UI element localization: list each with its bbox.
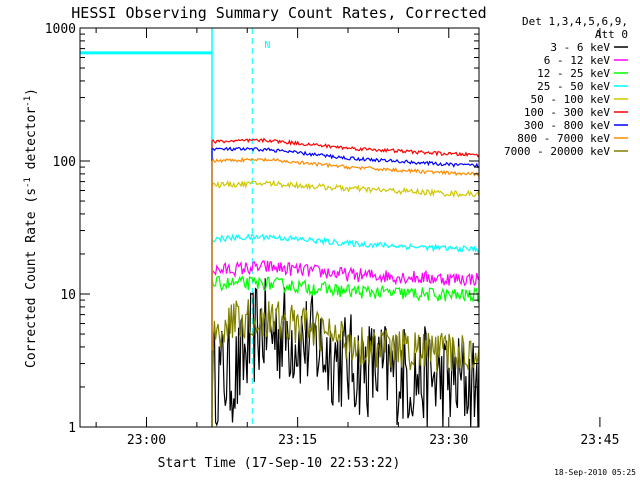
x-axis-label: Start Time (17-Sep-10 22:53:22) <box>158 456 401 471</box>
series-line <box>211 146 479 427</box>
y-tick-label: 1 <box>68 421 76 436</box>
series-line <box>211 156 479 427</box>
y-axis-label-exponent-1: -1 <box>23 177 33 188</box>
x-tick-label: 23:30 <box>429 433 468 448</box>
legend-entry-label: 6 - 12 keV <box>544 54 611 67</box>
series-line <box>211 275 479 427</box>
series-line <box>211 179 479 427</box>
legend-entry-label: 100 - 300 keV <box>524 106 610 119</box>
legend-entry-label: 12 - 25 keV <box>537 67 610 80</box>
y-axis-label-exponent-2: -1 <box>23 96 33 107</box>
series-line <box>211 260 479 427</box>
x-tick-label: 23:45 <box>580 433 619 448</box>
plot-frame <box>79 27 480 428</box>
legend-entry-label: 800 - 7000 keV <box>517 132 610 145</box>
x-tick-label: 23:15 <box>278 433 317 448</box>
y-axis-label-mid: detector <box>24 107 39 178</box>
x-tick-label: 23:00 <box>127 433 166 448</box>
timestamp: 18-Sep-2010 05:25 <box>554 468 636 477</box>
flag-label: N <box>264 40 270 51</box>
legend-entry-label: 50 - 100 keV <box>531 93 611 106</box>
y-tick-label: 1000 <box>45 22 76 37</box>
y-axis-label: Corrected Count Rate (s-1 detector-1) <box>23 88 39 368</box>
y-axis-label-main: Corrected Count Rate (s <box>24 188 39 368</box>
series-line <box>211 233 479 427</box>
legend-entry-label: 7000 - 20000 keV <box>504 145 610 158</box>
series-line <box>211 299 479 427</box>
legend-header: Det 1,3,4,5,6,9, <box>522 15 628 28</box>
chart-title: HESSI Observing Summary Count Rates, Cor… <box>71 4 486 22</box>
legend-entry-label: 300 - 800 keV <box>524 119 610 132</box>
y-tick-label: 10 <box>60 288 76 303</box>
legend-entry-label: 25 - 50 keV <box>537 80 610 93</box>
series-line <box>211 137 479 427</box>
series-layer <box>211 137 479 427</box>
legend-header: Att 0 <box>595 28 628 41</box>
legend-entry-label: 3 - 6 keV <box>550 41 610 54</box>
y-axis: 1 10 100 1000 <box>45 22 479 436</box>
y-tick-label: 100 <box>53 155 76 170</box>
y-axis-label-end: ) <box>24 88 39 96</box>
